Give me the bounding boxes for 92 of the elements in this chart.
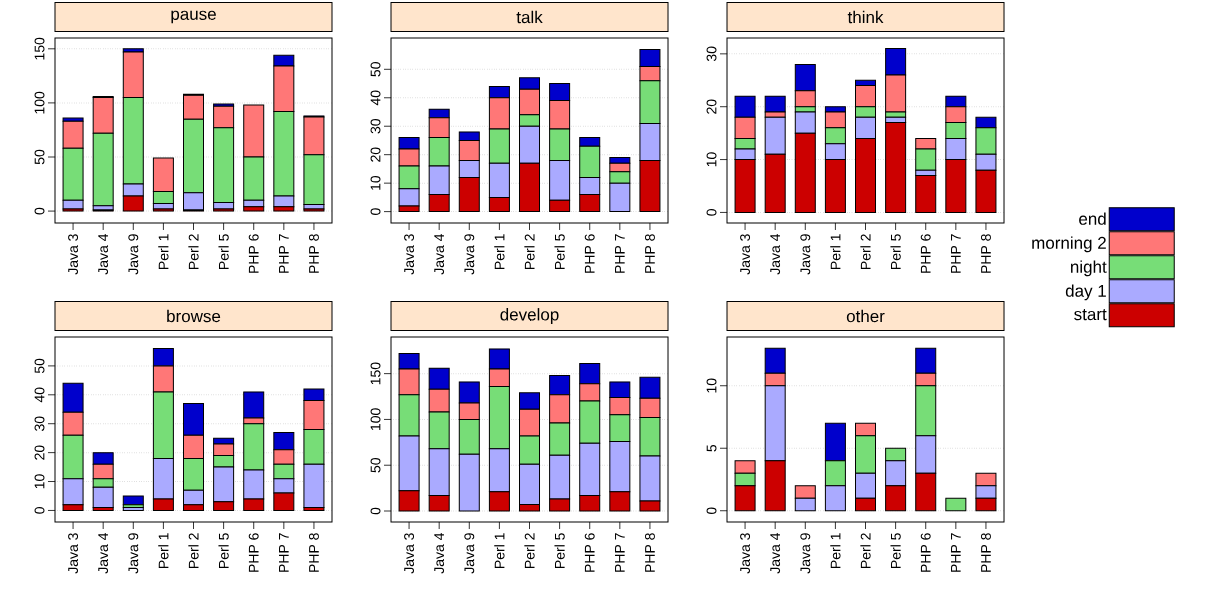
x-tick-label: Java 4 — [770, 233, 781, 275]
legend-label: morning 2 — [1032, 236, 1106, 253]
y-tick-label: 20 — [34, 445, 45, 460]
y-tick-label: 0 — [370, 507, 381, 515]
x-tick-label: PHP 8 — [644, 533, 655, 572]
y-tick-label: 0 — [370, 208, 381, 215]
x-tick-label: Java 3 — [68, 234, 79, 275]
x-tick-label: PHP 6 — [248, 533, 259, 572]
y-tick-label: 150 — [370, 362, 381, 385]
x-tick-label: Java 3 — [404, 234, 415, 275]
y-tick-label: 50 — [370, 62, 381, 77]
x-tick-label: PHP 7 — [279, 234, 289, 273]
x-tick-label: Perl 5 — [890, 533, 901, 568]
legend-label: start — [1074, 309, 1107, 321]
x-tick-label: Perl 5 — [218, 533, 229, 568]
y-tick-label: 0 — [706, 507, 717, 515]
x-tick-label: Java 9 — [464, 234, 475, 275]
x-tick-label: Perl 5 — [554, 533, 565, 568]
x-tick-label: Perl 2 — [860, 533, 871, 568]
x-tick-label: PHP 6 — [920, 234, 931, 273]
x-tick-label: PHP 7 — [615, 234, 625, 273]
x-tick-label: PHP 7 — [279, 533, 289, 572]
y-tick-label: 30 — [706, 46, 717, 62]
x-tick-label: Perl 2 — [188, 533, 199, 568]
chart-title: browse — [167, 309, 221, 323]
x-tick-label: Java 3 — [404, 533, 415, 574]
x-tick-label: PHP 6 — [920, 533, 931, 572]
x-tick-label: Perl 5 — [554, 234, 565, 269]
y-tick-label: 10 — [706, 378, 717, 393]
x-tick-label: Java 4 — [98, 532, 109, 574]
y-tick-label: 30 — [34, 416, 45, 431]
x-tick-label: Java 9 — [128, 533, 139, 574]
x-tick-label: Perl 1 — [158, 533, 169, 568]
chart-title: other — [846, 309, 885, 323]
x-tick-label: PHP 8 — [644, 234, 655, 273]
x-tick-label: PHP 8 — [308, 533, 319, 572]
y-tick-label: 10 — [706, 152, 717, 167]
x-tick-label: Perl 5 — [890, 234, 901, 269]
legend-label: day 1 — [1065, 284, 1106, 301]
y-tick-label: 10 — [34, 474, 45, 489]
y-tick-label: 0 — [34, 507, 45, 514]
x-tick-label: Java 9 — [464, 533, 475, 574]
y-tick-label: 10 — [370, 175, 381, 190]
chart-title: talk — [516, 10, 543, 24]
x-tick-label: PHP 7 — [615, 533, 625, 572]
y-tick-label: 50 — [34, 149, 45, 165]
y-tick-label: 150 — [34, 37, 45, 60]
y-tick-label: 20 — [370, 147, 381, 162]
x-tick-label: Java 4 — [770, 532, 781, 574]
x-tick-label: Perl 2 — [860, 234, 871, 269]
legend-label: end — [1079, 212, 1106, 225]
x-tick-label: Perl 1 — [158, 234, 169, 269]
x-tick-label: PHP 7 — [951, 234, 961, 273]
chart-title: think — [847, 10, 884, 24]
x-tick-label: PHP 8 — [308, 234, 319, 273]
y-tick-label: 20 — [706, 99, 717, 114]
x-tick-label: Perl 1 — [494, 533, 505, 568]
x-tick-label: Perl 5 — [218, 234, 229, 269]
x-tick-label: PHP 7 — [951, 533, 961, 572]
x-tick-label: PHP 8 — [980, 234, 991, 273]
y-tick-label: 50 — [370, 457, 381, 473]
x-tick-label: Perl 2 — [524, 234, 535, 269]
x-tick-label: Perl 1 — [830, 533, 841, 568]
y-tick-label: 100 — [34, 91, 45, 114]
x-tick-label: Perl 2 — [188, 234, 199, 269]
y-tick-label: 100 — [370, 408, 381, 431]
x-tick-label: Java 9 — [800, 234, 811, 275]
x-tick-label: PHP 6 — [584, 533, 595, 572]
x-tick-label: Java 9 — [128, 234, 139, 275]
x-tick-label: Perl 1 — [830, 234, 841, 269]
x-tick-label: Java 3 — [68, 533, 79, 574]
y-tick-label: 0 — [706, 209, 717, 216]
y-tick-label: 50 — [34, 358, 45, 374]
x-tick-label: PHP 8 — [980, 533, 991, 572]
x-tick-label: PHP 6 — [584, 234, 595, 273]
x-tick-label: Java 4 — [434, 532, 445, 574]
x-tick-label: Perl 2 — [524, 533, 535, 568]
y-tick-label: 5 — [706, 444, 717, 452]
x-tick-label: Java 3 — [740, 533, 751, 574]
x-tick-label: Java 3 — [740, 234, 751, 275]
x-tick-label: PHP 6 — [248, 234, 259, 273]
legend-label: night — [1071, 260, 1107, 277]
chart-title: pause — [171, 10, 216, 24]
y-tick-label: 40 — [34, 387, 45, 403]
y-tick-label: 0 — [34, 207, 45, 215]
x-tick-label: Java 4 — [434, 233, 445, 275]
y-tick-label: 30 — [370, 118, 381, 134]
x-tick-label: Java 9 — [800, 533, 811, 574]
x-tick-label: Perl 1 — [494, 234, 505, 269]
x-tick-label: Java 4 — [98, 233, 109, 275]
chart-title: develop — [500, 308, 559, 324]
y-tick-label: 40 — [370, 90, 381, 106]
